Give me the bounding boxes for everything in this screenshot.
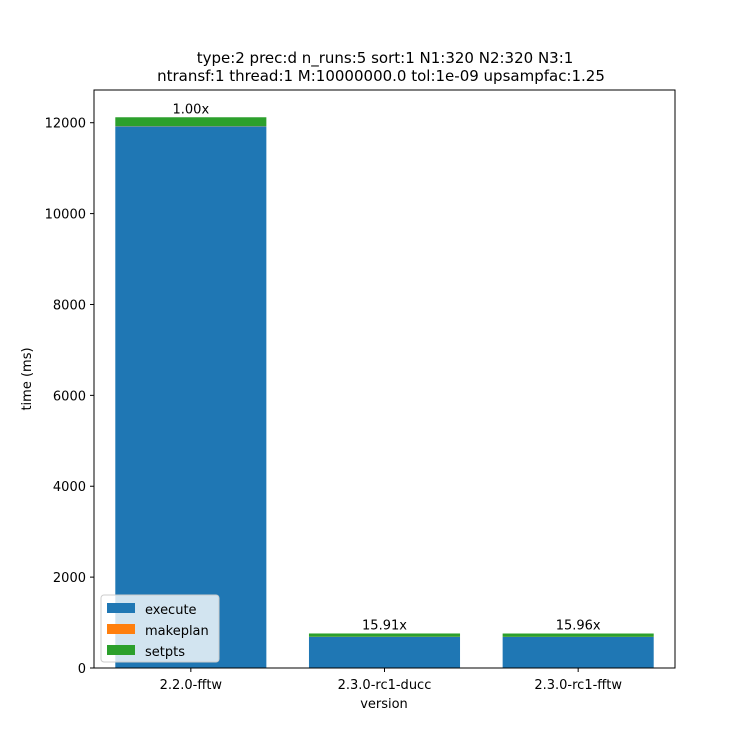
x-axis-label: version (360, 697, 408, 712)
bar-execute-2 (502, 636, 654, 668)
x-axis: 2.2.0-fftw 2.3.0-rc1-ducc 2.3.0-rc1-fftw (160, 668, 622, 693)
x-tick-label-2: 2.3.0-rc1-fftw (534, 678, 622, 693)
legend-label-execute: execute (145, 603, 197, 618)
y-tick-label-6: 12000 (45, 117, 86, 132)
chart-title-line-1: type:2 prec:d n_runs:5 sort:1 N1:320 N2:… (197, 49, 574, 68)
legend-swatch-execute (107, 603, 135, 613)
y-axis-label: time (ms) (20, 347, 35, 410)
legend-label-makeplan: makeplan (145, 624, 209, 639)
bar-execute-0 (115, 126, 267, 669)
bar-setpts-2 (502, 633, 654, 637)
y-tick-label-0: 0 (78, 662, 86, 677)
x-tick-label-0: 2.2.0-fftw (160, 678, 223, 693)
legend-swatch-makeplan (107, 624, 135, 634)
y-tick-label-4: 8000 (53, 298, 86, 313)
legend-label-setpts: setpts (145, 645, 185, 660)
bars-group (115, 117, 654, 669)
y-tick-label-1: 2000 (53, 571, 86, 586)
bar-label-2: 15.96x (556, 619, 601, 634)
y-tick-label-2: 4000 (53, 480, 86, 495)
chart-title-line-2: ntransf:1 thread:1 M:10000000.0 tol:1e-0… (157, 67, 605, 85)
y-tick-label-5: 10000 (45, 208, 86, 223)
x-tick-label-1: 2.3.0-rc1-ducc (338, 678, 432, 693)
bar-execute-1 (308, 636, 461, 668)
bar-setpts-0 (115, 117, 267, 127)
y-axis: 0 2000 4000 6000 8000 10000 12000 (45, 117, 94, 677)
bar-labels-group: 1.00x 15.91x 15.96x (173, 102, 601, 633)
y-tick-label-3: 6000 (53, 389, 86, 404)
legend: execute makeplan setpts (100, 594, 220, 663)
plot-frame (93, 89, 676, 669)
bar-label-0: 1.00x (173, 102, 210, 117)
legend-swatch-setpts (107, 645, 135, 655)
bar-setpts-1 (308, 633, 461, 637)
bar-label-1: 15.91x (362, 618, 407, 633)
